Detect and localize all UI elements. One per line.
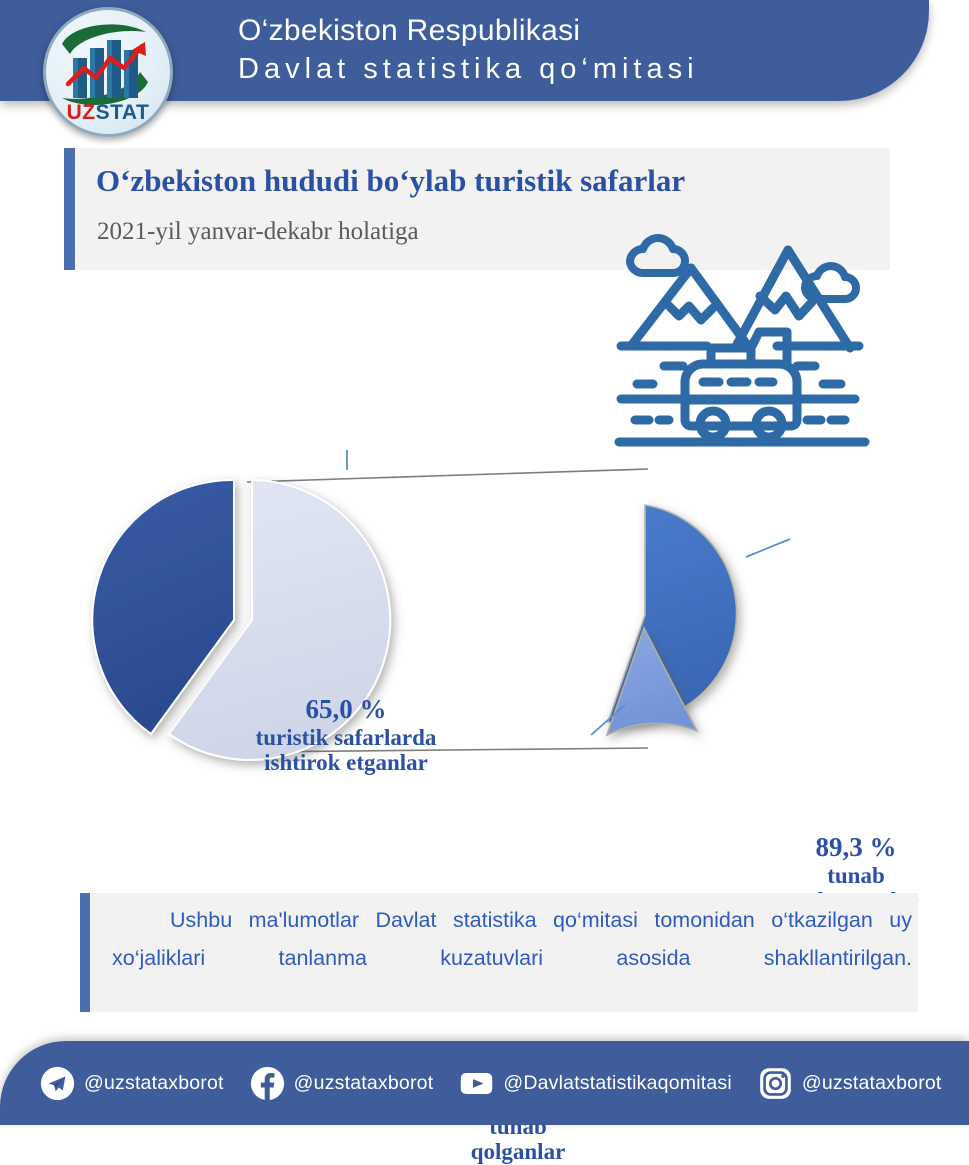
logo-stat-text: STAT: [95, 101, 150, 124]
travel-illustration: [607, 224, 887, 464]
label-overnight-line2: qolganlar: [470, 1139, 566, 1165]
page-footer: @uzstataxborot @uzstataxborot @Davlatsta…: [0, 1041, 969, 1125]
label-participation: 65,0 % turistik safarlarda ishtirok etga…: [226, 694, 466, 776]
instagram-icon[interactable]: [758, 1066, 793, 1101]
pie-charts-svg: [91, 450, 791, 761]
label-participation-line1: turistik safarlarda: [255, 724, 437, 750]
telegram-icon[interactable]: [40, 1066, 75, 1101]
youtube-icon[interactable]: [459, 1066, 494, 1101]
social-handle-youtube: @Davlatstatistikaqomitasi: [503, 1071, 732, 1094]
social-handle-facebook: @uzstataxborot: [293, 1071, 434, 1094]
label-participation-line2: ishtirok etganlar: [264, 750, 428, 776]
note-text: Ushbu ma'lumotlar Davlat statistika qo‘m…: [112, 908, 912, 970]
logo-wordmark: UZSTAT: [46, 101, 170, 125]
organization-titles: O‘zbekiston Respublikasi Davlat statisti…: [238, 12, 699, 88]
label-no-overnight-pct: 89,3 %: [815, 832, 897, 862]
note-card: [80, 893, 918, 1012]
org-name-line2: Davlat statistika qo‘mitasi: [238, 53, 699, 85]
page-title: O‘zbekiston hududi bo‘ylab turistik safa…: [96, 163, 686, 198]
social-links: @uzstataxborot @uzstataxborot @Davlatsta…: [40, 1041, 960, 1125]
note-accent-bar: [80, 893, 90, 1012]
mountains-bus-travel-icon: [614, 234, 870, 447]
uzstat-logo-icon: [62, 24, 148, 105]
title-card: [64, 148, 890, 270]
facebook-icon[interactable]: [250, 1066, 285, 1101]
social-link-youtube[interactable]: @Davlatstatistikaqomitasi: [459, 1066, 732, 1101]
tourist-trips-participation-pie: [91, 478, 392, 761]
org-name-line1: O‘zbekiston Respublikasi: [238, 14, 581, 47]
social-link-telegram[interactable]: @uzstataxborot: [40, 1066, 224, 1101]
page-subtitle: 2021-yil yanvar-dekabr holatiga: [97, 218, 419, 245]
social-link-facebook[interactable]: @uzstataxborot: [250, 1066, 434, 1101]
social-handle-telegram: @uzstataxborot: [84, 1071, 224, 1094]
label-participation-pct: 65,0 %: [305, 694, 387, 724]
label-no-overnight-line1: tunab: [827, 862, 885, 888]
social-link-instagram[interactable]: @uzstataxborot: [758, 1066, 942, 1101]
uzstat-logo: UZSTAT: [43, 7, 173, 137]
pie-chart-area: 65,0 % turistik safarlarda ishtirok etga…: [0, 330, 969, 1164]
social-handle-instagram: @uzstataxborot: [801, 1071, 942, 1094]
logo-uz-text: UZ: [66, 101, 96, 124]
overnight-stay-breakdown-pie: [605, 504, 738, 737]
label-leader-lines: [346, 450, 791, 736]
title-accent-bar: [64, 148, 75, 270]
pie-connector-lines: [246, 468, 649, 753]
